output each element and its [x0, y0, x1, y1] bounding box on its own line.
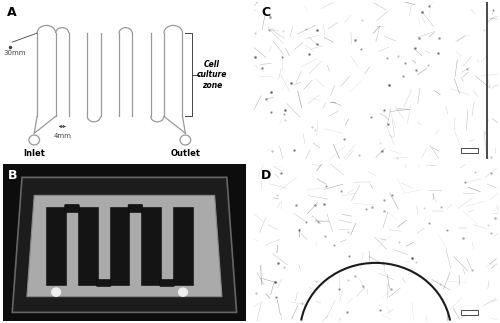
Bar: [461, 148, 478, 153]
Polygon shape: [12, 177, 236, 312]
FancyBboxPatch shape: [128, 204, 142, 213]
FancyBboxPatch shape: [160, 279, 174, 287]
Text: Inlet: Inlet: [24, 150, 45, 159]
Text: 4mm: 4mm: [54, 133, 71, 139]
Text: 30mm: 30mm: [4, 50, 26, 57]
Text: B: B: [8, 169, 17, 182]
Polygon shape: [27, 195, 222, 297]
Text: D: D: [261, 169, 271, 182]
Bar: [142, 207, 161, 286]
Bar: [78, 207, 98, 286]
Bar: [46, 207, 66, 286]
Bar: [461, 310, 478, 315]
FancyBboxPatch shape: [64, 204, 80, 213]
Bar: [173, 207, 193, 286]
Text: Outlet: Outlet: [170, 150, 200, 159]
Text: Cell
culture
zone: Cell culture zone: [197, 60, 228, 90]
Circle shape: [52, 288, 60, 296]
Text: C: C: [261, 6, 270, 19]
Circle shape: [178, 288, 188, 296]
Text: A: A: [8, 6, 17, 19]
FancyBboxPatch shape: [96, 279, 111, 287]
Bar: [110, 207, 130, 286]
